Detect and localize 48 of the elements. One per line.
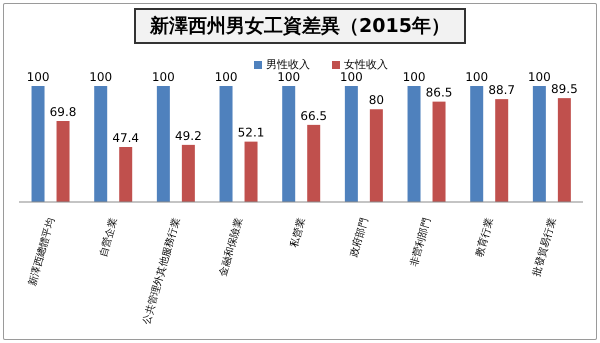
bar (307, 124, 320, 202)
data-label: 100 (528, 70, 551, 84)
bar (56, 121, 70, 202)
x-tick-label: 非營利部門 (408, 216, 434, 268)
data-label: 100 (402, 70, 426, 84)
bar (220, 86, 233, 202)
x-tick-label: 金融和保險業 (216, 216, 246, 278)
legend-label: 女性收入 (343, 57, 388, 72)
data-label: 100 (465, 70, 488, 84)
x-tick-label: 自營企業 (97, 216, 120, 258)
data-label: 80 (368, 93, 384, 108)
data-label: 100 (277, 70, 300, 84)
chart-title: 新澤西州男女工資差異（2015年） (134, 8, 466, 44)
bar (94, 86, 108, 202)
bar (408, 86, 421, 202)
data-label: 49.2 (175, 128, 202, 143)
x-tick-label: 批發貿易行業 (530, 216, 558, 278)
data-label: 100 (26, 70, 50, 84)
bar (244, 142, 258, 202)
bar (344, 86, 358, 202)
data-label: 66.5 (300, 108, 328, 123)
bar (282, 86, 296, 202)
bar (370, 109, 383, 202)
x-tick-label: 新澤西總體平均 (26, 216, 58, 288)
x-tick-label: 教育行業 (473, 216, 496, 258)
data-label: 69.8 (50, 105, 76, 120)
data-label: 52.1 (238, 126, 264, 140)
data-label: 100 (152, 70, 175, 84)
bar (558, 98, 571, 202)
data-label: 100 (214, 70, 238, 84)
bar (495, 99, 508, 202)
data-label: 100 (89, 70, 112, 84)
bar (182, 144, 195, 202)
bar (119, 147, 132, 202)
bar (532, 86, 546, 202)
bar (470, 86, 484, 202)
data-label: 100 (340, 70, 363, 84)
bar (32, 86, 45, 202)
bar (156, 86, 170, 202)
bar (432, 102, 446, 202)
legend-label: 男性收入 (265, 57, 310, 72)
data-label: 47.4 (112, 131, 140, 146)
x-tick-label: 政府部門 (348, 216, 370, 258)
x-tick-label: 私營業 (288, 216, 308, 249)
data-label: 89.5 (551, 82, 578, 96)
data-label: 88.7 (488, 83, 516, 98)
data-label: 86.5 (426, 86, 452, 100)
x-tick-label: 公共管理外其他服務行業 (140, 216, 182, 326)
